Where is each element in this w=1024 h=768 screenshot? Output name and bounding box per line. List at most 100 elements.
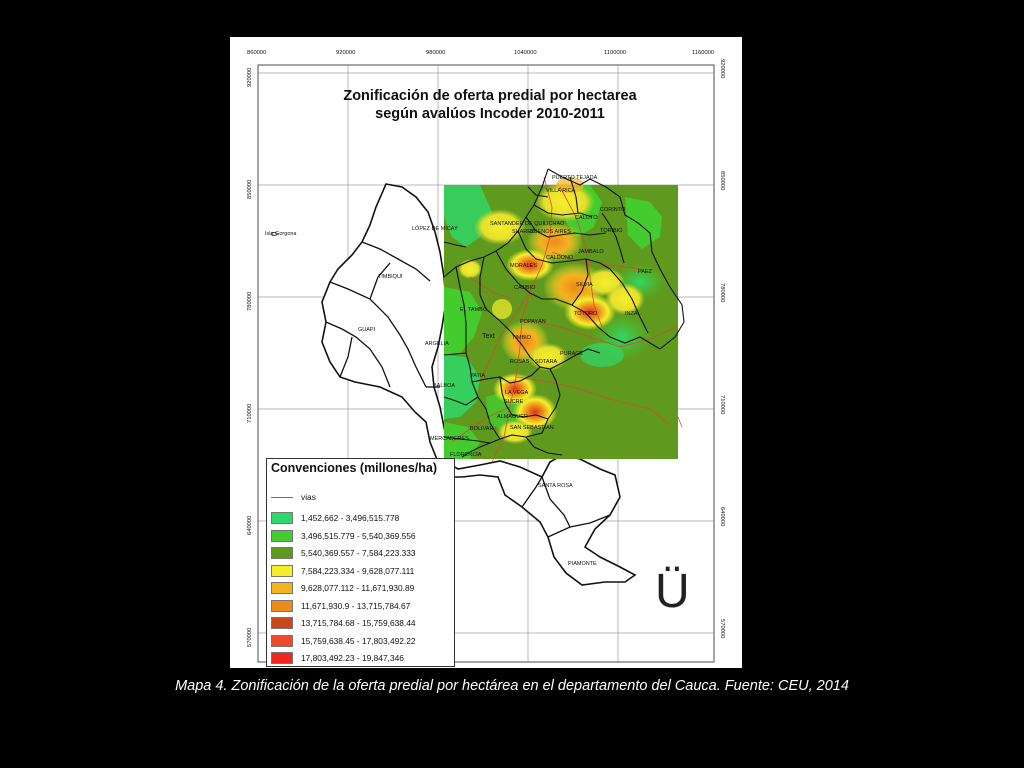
- label-patia: PATIA: [470, 373, 485, 379]
- top-tick-label: 1160000: [692, 50, 714, 56]
- left-tick-label: 920000: [247, 68, 253, 87]
- legend-row: 1,452,662 - 3,496,515.778: [271, 511, 399, 525]
- label-cajibio: CAJIBIO: [514, 285, 536, 291]
- label-almaguer: ALMAGUER: [497, 414, 528, 420]
- left-tick-label: 710000: [247, 404, 253, 423]
- legend-box: Convenciones (millones/ha) vias 1,452,66…: [266, 458, 455, 667]
- legend-row: 7,584,223.334 - 9,628,077.111: [271, 564, 414, 578]
- zonification-raster: [444, 177, 678, 459]
- legend-row: 3,496,515.779 - 5,540,369.556: [271, 529, 416, 543]
- label-caldono: CALDONO: [546, 255, 574, 261]
- label-buenos-aires: BUENOS AIRES: [530, 229, 571, 235]
- top-tick-label: 860000: [247, 50, 266, 56]
- legend-label: 13,715,784.68 - 15,759,638.44: [301, 618, 416, 628]
- label-timbiqui: TIMBIQUÍ: [378, 273, 403, 280]
- legend-label: 15,759,638.45 - 17,803,492.22: [301, 635, 416, 646]
- legend-swatch: [271, 582, 293, 594]
- label-florencia: FLORENCIA: [450, 452, 482, 458]
- place-labels: Isla Gorgona LÓPEZ DE MICAY TIMBIQUÍ GUA…: [265, 175, 653, 567]
- label-mercaderes: MERCADERES: [430, 436, 469, 442]
- isla-gorgona: [270, 232, 278, 236]
- legend-row: 9,628,077.112 - 11,671,930.89: [271, 581, 414, 595]
- label-piamonte: PIAMONTE: [568, 561, 597, 567]
- label-villa-rica: VILLA RICA: [546, 188, 576, 194]
- label-sotara: SOTARA: [535, 359, 558, 365]
- label-caloto: CALOTO: [575, 215, 598, 221]
- map-frame-inner: [257, 64, 715, 663]
- label-santander: SANTANDER DE QUILICHAO: [490, 221, 565, 227]
- legend-swatch: [271, 599, 293, 612]
- roads: [349, 176, 683, 498]
- left-tick-label: 640000: [247, 516, 253, 535]
- legend-swatch: [271, 652, 293, 664]
- label-suarez: SUAREZ: [512, 229, 535, 235]
- left-tick-label: 570000: [247, 628, 253, 647]
- legend-label-vias: vias: [301, 492, 316, 502]
- label-balboa: BALBOA: [433, 383, 455, 389]
- top-tick-label: 1040000: [514, 50, 537, 56]
- label-totoro: TOTORO: [574, 311, 598, 317]
- label-puerto-tejada: PUERTO TEJADA: [552, 175, 598, 181]
- map-panel: 860000 920000 980000 1040000 1100000 116…: [230, 37, 742, 668]
- label-timbio: TIMBIO: [512, 335, 532, 341]
- label-san-sebastian: SAN SEBASTIAN: [510, 425, 554, 431]
- label-paez: PAEZ: [638, 269, 653, 275]
- legend-row: 17,803,492.23 - 19,847,346: [271, 651, 404, 665]
- label-morales: MORALES: [510, 263, 537, 269]
- legend-swatch: [271, 617, 293, 629]
- right-tick-label: 780000: [719, 283, 725, 302]
- label-sucre: SUCRE: [504, 399, 524, 405]
- coord-labels-right: 920000 850000 780000 710000 640000 57000…: [719, 59, 725, 638]
- label-jambalo: JAMBALO: [578, 249, 604, 255]
- label-text: Text: [482, 333, 495, 340]
- label-guapi: GUAPI: [358, 327, 376, 333]
- slide-caption: Mapa 4. Zonificación de la oferta predia…: [175, 678, 849, 694]
- label-lopez-de-micay: LÓPEZ DE MICAY: [412, 225, 458, 232]
- right-tick-label: 850000: [719, 171, 725, 190]
- label-argelia: ARGELIA: [425, 341, 449, 347]
- legend-swatch: [271, 547, 293, 559]
- department-outline: [321, 183, 637, 586]
- municipal-borders-west: [325, 241, 611, 538]
- label-corinto: CORINTO: [600, 207, 626, 213]
- label-la-vega: LA VEGA: [505, 390, 529, 396]
- legend-label: 3,496,515.779 - 5,540,369.556: [301, 530, 416, 541]
- legend-row: 11,671,930.9 - 13,715,784.67: [271, 599, 410, 613]
- map-title-line-2: según avalúos Incoder 2010-2011: [375, 106, 605, 122]
- left-tick-label: 850000: [247, 180, 253, 199]
- legend-label: 7,584,223.334 - 9,628,077.111: [301, 565, 415, 576]
- right-tick-label: 710000: [719, 395, 725, 414]
- legend-label: 9,628,077.112 - 11,671,930.89: [301, 583, 415, 593]
- legend-label: 1,452,662 - 3,496,515.778: [301, 513, 400, 523]
- top-tick-label: 1100000: [604, 50, 626, 56]
- coord-labels-left: 920000 850000 780000 710000 640000 57000…: [247, 68, 253, 647]
- legend-label: 5,540,369.557 - 7,584,223.333: [301, 548, 416, 558]
- legend-title: Convenciones (millones/ha): [271, 461, 438, 475]
- right-tick-label: 920000: [719, 59, 725, 78]
- legend-row: 13,715,784.68 - 15,759,638.44: [271, 616, 416, 630]
- top-tick-label: 920000: [336, 50, 355, 56]
- map-title-line-1: Zonificación de oferta predial por hecta…: [343, 88, 637, 104]
- label-purace: PURACÉ: [560, 350, 583, 357]
- legend-swatch: [271, 512, 293, 524]
- label-popayan: POPAYÁN: [520, 318, 546, 325]
- label-rosas: ROSAS: [510, 359, 530, 365]
- label-silvia: SILVIA: [576, 282, 593, 288]
- vias-line-icon: [271, 496, 293, 498]
- right-tick-label: 570000: [719, 619, 725, 638]
- legend-swatch: [271, 529, 293, 542]
- top-tick-label: 980000: [426, 50, 445, 56]
- municipal-borders-raster: [443, 168, 685, 458]
- legend-label: 11,671,930.9 - 13,715,784.67: [301, 600, 411, 611]
- label-isla-gorgona: Isla Gorgona: [265, 231, 297, 237]
- label-el-tambo: EL TAMBO: [460, 307, 488, 313]
- label-toribio: TORIBIO: [600, 228, 623, 234]
- legend-swatch: [271, 634, 293, 647]
- legend-label: 17,803,492.23 - 19,847,346: [301, 653, 404, 663]
- coord-labels-top: 860000 920000 980000 1040000 1100000 116…: [247, 50, 714, 56]
- legend-swatch: [271, 564, 293, 577]
- legend-row: 15,759,638.45 - 17,803,492.22: [271, 634, 416, 648]
- label-bolivar: BOLIVAR: [470, 426, 493, 432]
- label-inza: INZÁ: [625, 310, 638, 317]
- right-tick-label: 640000: [719, 507, 725, 526]
